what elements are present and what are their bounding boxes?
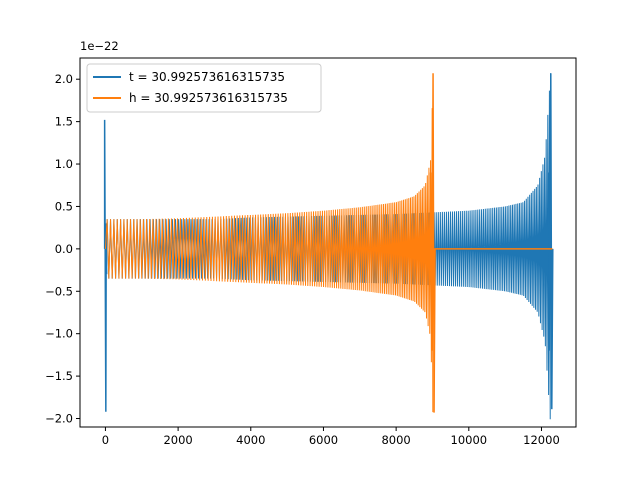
x-axis: 0 2000 4000 6000 8000 10000 12000 bbox=[102, 427, 560, 447]
x-tick-label: 6000 bbox=[309, 433, 338, 447]
series-oscillation bbox=[104, 108, 434, 413]
legend-label: h = 30.992573616315735 bbox=[129, 91, 288, 105]
y-tick-label: 2.0 bbox=[55, 72, 73, 86]
y-tick-label: 1.0 bbox=[55, 157, 73, 171]
series-line bbox=[104, 73, 553, 413]
legend-label: t = 30.992573616315735 bbox=[129, 70, 285, 84]
x-tick-label: 2000 bbox=[163, 433, 192, 447]
y-tick-label: 0.0 bbox=[55, 242, 73, 256]
legend: t = 30.992573616315735 h = 30.99257361631… bbox=[86, 63, 322, 113]
series-layer bbox=[103, 73, 554, 420]
x-tick-label: 8000 bbox=[381, 433, 410, 447]
y-tick-label: −1.0 bbox=[45, 327, 73, 341]
series-end-spike bbox=[429, 73, 436, 413]
series-end-spike bbox=[547, 73, 554, 410]
x-tick-label: 10000 bbox=[451, 433, 488, 447]
y-offset-label: 1e−22 bbox=[80, 39, 119, 53]
x-tick-label: 12000 bbox=[523, 433, 560, 447]
y-axis: −2.0 −1.5 −1.0 −0.5 0.0 0.5 1.0 1.5 2.0 bbox=[45, 72, 80, 426]
y-tick-label: −0.5 bbox=[45, 284, 73, 298]
y-tick-label: 0.5 bbox=[55, 199, 73, 213]
axes-frame bbox=[79, 57, 577, 428]
x-tick-label: 0 bbox=[102, 433, 109, 447]
y-tick-label: −1.5 bbox=[45, 369, 73, 383]
y-tick-label: 1.5 bbox=[55, 115, 73, 129]
y-tick-label: −2.0 bbox=[45, 412, 73, 426]
legend-box bbox=[86, 63, 322, 113]
x-tick-label: 4000 bbox=[236, 433, 265, 447]
